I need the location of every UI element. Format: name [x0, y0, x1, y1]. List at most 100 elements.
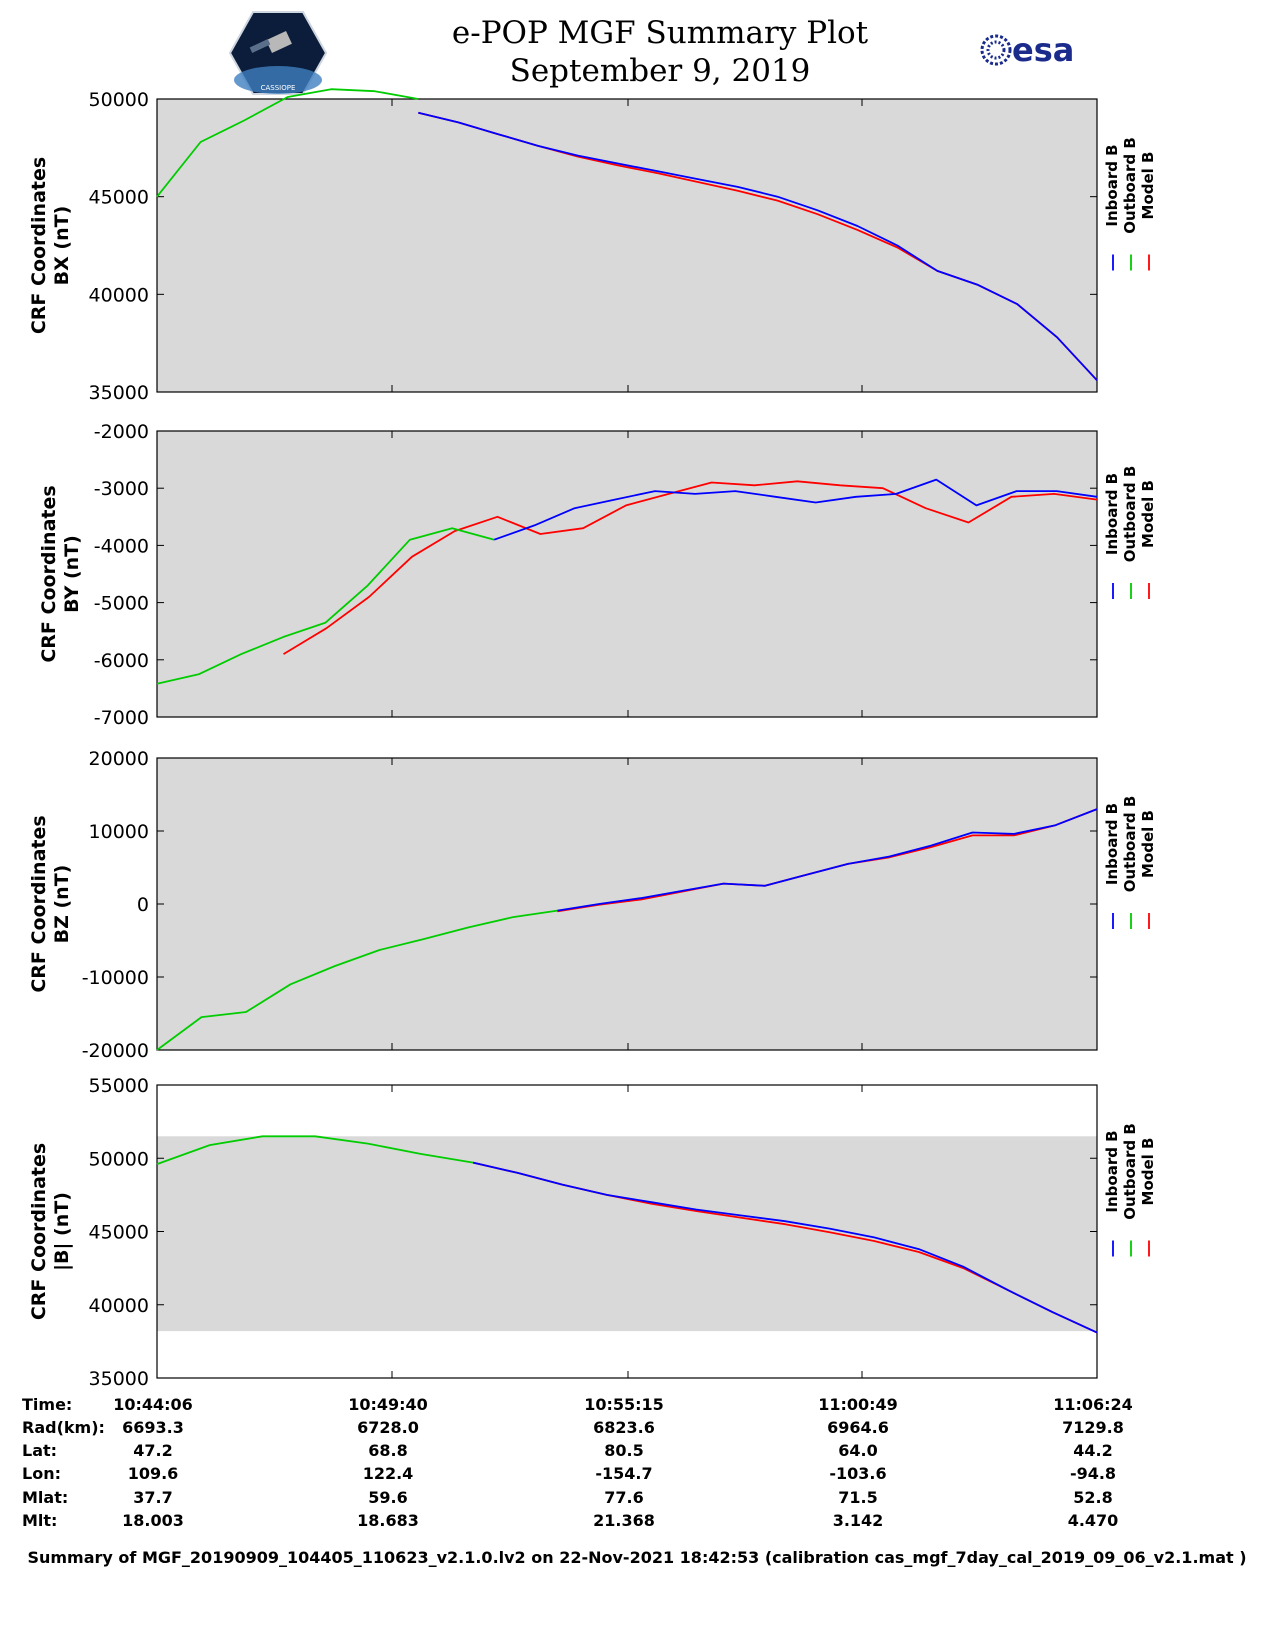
- info-cell: 44.2: [1073, 1441, 1112, 1460]
- y-axis-unit-label: BX (nT): [51, 206, 73, 286]
- legend-label: Outboard B: [1121, 466, 1139, 563]
- plot-frame: [156, 98, 1098, 393]
- y-tick-label: -20000: [82, 1040, 149, 1062]
- legend-label: Model B: [1139, 810, 1157, 878]
- info-row-label: Rad(km):: [22, 1418, 105, 1437]
- series-line-inboard-b: [557, 808, 1098, 912]
- legend-label: Outboard B: [1121, 137, 1139, 234]
- info-cell: 6964.6: [827, 1418, 889, 1437]
- plot-frame: [156, 430, 1098, 718]
- title-block: e-POP MGF Summary Plot September 9, 2019: [380, 14, 940, 90]
- info-cell: -94.8: [1070, 1464, 1116, 1483]
- y-tick-label: -7000: [94, 707, 149, 729]
- y-tick-label: 45000: [89, 1222, 149, 1244]
- y-tick-label: 40000: [89, 284, 149, 306]
- series-line-model-b: [283, 480, 1098, 655]
- info-row-label: Time:: [22, 1395, 72, 1414]
- info-row-label: Lat:: [22, 1441, 57, 1460]
- info-cell: 4.470: [1068, 1511, 1119, 1530]
- info-cell: 10:55:15: [584, 1395, 664, 1414]
- legend-label: Inboard B: [1103, 144, 1121, 226]
- y-tick-label: -6000: [94, 650, 149, 672]
- info-cell: 18.683: [357, 1511, 419, 1530]
- info-cell: 10:44:06: [113, 1395, 193, 1414]
- y-axis-unit-label: BZ (nT): [51, 865, 73, 944]
- info-cell: 10:49:40: [348, 1395, 428, 1414]
- y-tick-label: -3000: [94, 478, 149, 500]
- info-cell: 122.4: [363, 1464, 414, 1483]
- info-cell: 11:00:49: [818, 1395, 898, 1414]
- info-cell: 68.8: [368, 1441, 407, 1460]
- chart-panel-3: 20000 10000 0 -10000 -20000 CRF Coordinates BZ…: [28, 748, 1157, 1062]
- y-axis-label: CRF Coordinates: [28, 815, 50, 992]
- series-line-outboard-b: [156, 527, 495, 685]
- info-cell: -103.6: [829, 1464, 886, 1483]
- y-tick-label: -2000: [94, 421, 149, 443]
- info-row-label: Mlt:: [22, 1511, 57, 1530]
- y-tick-label: 50000: [89, 1148, 149, 1170]
- info-cell: 47.2: [133, 1441, 172, 1460]
- legend-label: Inboard B: [1103, 1130, 1121, 1212]
- info-cell: 6728.0: [357, 1418, 419, 1437]
- data-range-shading: [157, 431, 1097, 717]
- info-cell: -154.7: [595, 1464, 652, 1483]
- chart-panel-4: 55000 50000 45000 40000 35000 CRF Coordinates…: [28, 1075, 1157, 1390]
- info-cell: 11:06:24: [1053, 1395, 1133, 1414]
- info-cell: 3.142: [833, 1511, 884, 1530]
- y-axis-label: CRF Coordinates: [38, 485, 60, 662]
- y-tick-label: -5000: [94, 593, 149, 615]
- esa-logo: esa: [980, 31, 1074, 69]
- esa-logo-text: esa: [1012, 31, 1074, 69]
- orbit-info-table: Time: Rad(km): Lat: Lon: Mlat: Mlt: 10:44:06 66…: [22, 1395, 1133, 1530]
- y-axis-label: CRF Coordinates: [28, 1143, 50, 1320]
- info-cell: 37.7: [133, 1488, 172, 1507]
- y-tick-label: 0: [137, 894, 149, 916]
- data-range-shading: [157, 758, 1097, 1050]
- series-line-outboard-b: [156, 909, 558, 1051]
- legend-label: Inboard B: [1103, 803, 1121, 885]
- data-range-shading: [157, 1136, 1097, 1332]
- info-cell: 64.0: [838, 1441, 877, 1460]
- y-tick-label: 20000: [89, 748, 149, 770]
- legend-label: Inboard B: [1103, 473, 1121, 555]
- y-tick-label: 55000: [89, 1075, 149, 1097]
- y-tick-label: 35000: [89, 1368, 149, 1390]
- legend-label: Model B: [1139, 1138, 1157, 1206]
- y-tick-label: 35000: [89, 382, 149, 404]
- y-axis-unit-label: |B| (nT): [51, 1192, 73, 1271]
- info-cell: 80.5: [604, 1441, 643, 1460]
- y-tick-label: 10000: [89, 821, 149, 843]
- info-cell: 6693.3: [122, 1418, 184, 1437]
- y-tick-label: 40000: [89, 1295, 149, 1317]
- series-line-inboard-b: [418, 111, 1098, 381]
- legend-label: Model B: [1139, 152, 1157, 220]
- info-cell: 109.6: [128, 1464, 179, 1483]
- plot-date: September 9, 2019: [509, 53, 811, 89]
- chart-panel-2: -2000 -3000 -4000 -5000 -6000 -7000 CRF Coordi…: [38, 421, 1157, 729]
- info-cell: 59.6: [368, 1488, 407, 1507]
- cassiope-logo: CASSIOPE: [228, 11, 328, 95]
- footer-summary: Summary of MGF_20190909_104405_110623_v2…: [27, 1548, 1246, 1567]
- legend-label: Outboard B: [1121, 796, 1139, 893]
- info-row-label: Lon:: [22, 1464, 61, 1483]
- y-tick-label: -4000: [94, 535, 149, 557]
- y-tick-label: -10000: [82, 967, 149, 989]
- info-cell: 7129.8: [1062, 1418, 1124, 1437]
- info-row-label: Mlat:: [22, 1488, 68, 1507]
- series-line-outboard-b: [156, 1135, 474, 1165]
- legend-label: Model B: [1139, 480, 1157, 548]
- info-cell: 6823.6: [593, 1418, 655, 1437]
- info-cell: 21.368: [593, 1511, 655, 1530]
- info-cell: 71.5: [838, 1488, 877, 1507]
- y-tick-label: 45000: [89, 187, 149, 209]
- series-line-outboard-b: [156, 88, 419, 198]
- info-cell: 77.6: [604, 1488, 643, 1507]
- cassiope-logo-text: CASSIOPE: [261, 84, 296, 92]
- chart-panel-1: 50000 45000 40000 35000 CRF Coordinates BX (n…: [28, 88, 1157, 404]
- y-tick-label: 50000: [89, 89, 149, 111]
- info-cell: 52.8: [1073, 1488, 1112, 1507]
- series-line-inboard-b: [472, 1161, 1098, 1334]
- series-line-inboard-b: [493, 478, 1098, 541]
- y-axis-label: CRF Coordinates: [28, 157, 50, 334]
